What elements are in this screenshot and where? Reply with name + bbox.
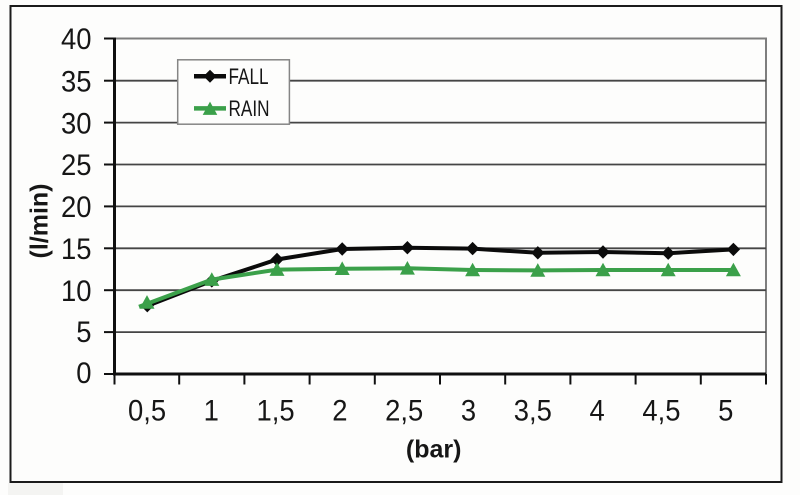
svg-text:3,5: 3,5 xyxy=(514,394,552,427)
svg-text:35: 35 xyxy=(61,66,92,99)
svg-text:20: 20 xyxy=(61,191,92,224)
svg-text:4,5: 4,5 xyxy=(642,394,680,427)
svg-text:1: 1 xyxy=(204,394,219,427)
svg-text:4: 4 xyxy=(589,394,604,427)
svg-text:2: 2 xyxy=(332,394,347,427)
svg-text:30: 30 xyxy=(61,107,92,140)
svg-text:5: 5 xyxy=(76,316,91,349)
svg-text:(l/min): (l/min) xyxy=(26,184,54,259)
svg-text:1,5: 1,5 xyxy=(257,394,295,427)
svg-text:40: 40 xyxy=(61,23,92,56)
svg-text:5: 5 xyxy=(718,394,733,427)
svg-text:RAIN: RAIN xyxy=(229,97,270,122)
svg-text:10: 10 xyxy=(61,275,92,308)
svg-text:3: 3 xyxy=(461,394,476,427)
svg-text:(bar): (bar) xyxy=(406,436,462,464)
svg-text:0,5: 0,5 xyxy=(128,394,166,427)
svg-text:15: 15 xyxy=(61,233,92,266)
svg-text:25: 25 xyxy=(61,149,92,182)
svg-text:2,5: 2,5 xyxy=(385,394,423,427)
svg-text:FALL: FALL xyxy=(229,65,269,90)
svg-text:0: 0 xyxy=(76,357,91,390)
